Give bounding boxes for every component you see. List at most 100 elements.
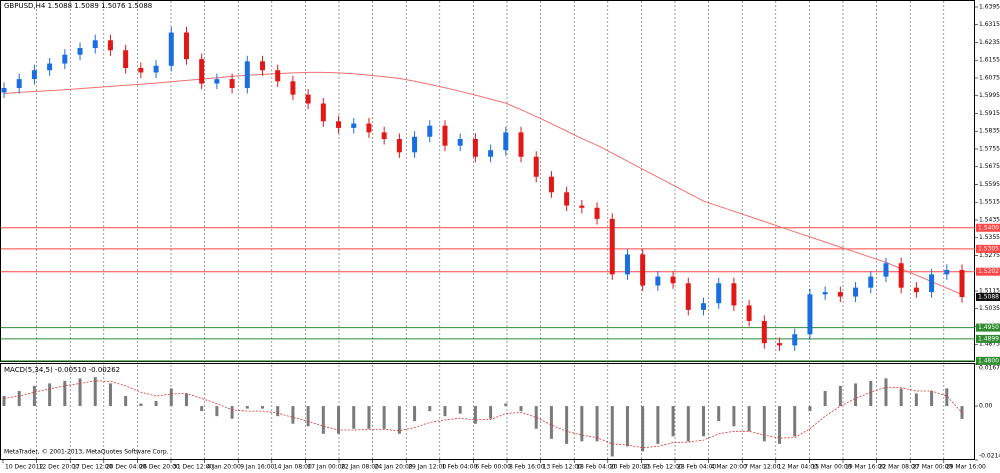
macd-bar <box>169 388 173 407</box>
macd-bar <box>625 406 629 447</box>
macd-bar <box>245 406 249 409</box>
candle-body <box>77 48 83 55</box>
candle-body <box>761 320 767 344</box>
candle-body <box>336 121 342 128</box>
x-tick-label: 17 Jan 00:00 <box>307 464 345 471</box>
candle-body <box>92 40 98 49</box>
macd-bar <box>519 406 523 412</box>
candle-body <box>366 123 372 133</box>
y-tick-label: 1.5035 <box>979 305 1000 312</box>
macd-panel <box>0 363 975 460</box>
macd-bar <box>261 406 265 409</box>
level-tag <box>976 223 1000 232</box>
x-tick-label: 1 Feb 04:00 <box>442 464 478 471</box>
macd-bar <box>428 406 432 412</box>
candle-body <box>868 276 874 288</box>
macd-bar <box>884 378 888 407</box>
y-tick-label: 1.5115 <box>979 287 1000 294</box>
candle-body <box>792 334 798 346</box>
y-tick-label: 1.5995 <box>979 92 1000 99</box>
candle-body <box>807 294 813 335</box>
macd-bar <box>945 388 949 407</box>
level-tag <box>976 334 1000 343</box>
macd-bar <box>124 396 128 407</box>
candle-body <box>62 54 68 64</box>
x-tick-label: 20 Dec 04:00 <box>106 464 147 471</box>
candle-body <box>898 263 904 288</box>
macd-y-tick-label: -0.0214 <box>979 453 1000 460</box>
macd-bar <box>854 383 858 407</box>
level-label: 1.5202 <box>978 268 999 275</box>
candle-body <box>351 123 357 128</box>
macd-title: MACD(5,34,5) -0.00510 -0.00262 <box>4 366 120 374</box>
x-tick-label: 31 Dec 12:00 <box>173 464 214 471</box>
y-tick-label: 1.5515 <box>979 199 1000 206</box>
macd-bar <box>747 406 751 432</box>
macd-bar <box>17 390 21 407</box>
candle-body <box>746 305 752 321</box>
candle-body <box>260 61 266 71</box>
macd-bar <box>641 406 645 452</box>
macd-bar <box>671 406 675 437</box>
macd-bar <box>184 393 188 407</box>
macd-bar <box>565 406 569 444</box>
macd-bar <box>367 406 371 429</box>
x-tick-label: 12 Dec 20:00 <box>39 464 80 471</box>
candle-body <box>564 192 570 206</box>
candle-body <box>396 139 402 153</box>
macd-bar <box>78 378 82 407</box>
macd-bar <box>489 406 493 419</box>
macd-bar <box>473 406 477 424</box>
macd-bar <box>930 390 934 407</box>
macd-bar <box>306 406 310 427</box>
candle-body <box>822 292 828 295</box>
candle-body <box>731 283 737 306</box>
macd-bar <box>108 383 112 407</box>
last-price-tag <box>976 292 1000 301</box>
y-tick-label: 1.6075 <box>979 74 1000 81</box>
level-label: 1.5400 <box>978 224 999 231</box>
candle-body <box>548 176 554 193</box>
candle-body <box>457 139 463 146</box>
y-tick-label: 1.6315 <box>979 21 1000 28</box>
x-tick-label: 15 Mar 00:00 <box>811 464 851 471</box>
level-tag <box>976 356 1000 365</box>
macd-bar <box>352 406 356 429</box>
candle-body <box>244 61 250 88</box>
candle-body <box>929 274 935 293</box>
macd-bar <box>580 406 584 442</box>
x-tick-label: 18 Feb 04:00 <box>576 464 616 471</box>
x-tick-label: 8 Feb 16:00 <box>509 464 545 471</box>
x-tick-label: 22 Mar 08:00 <box>879 464 919 471</box>
y-tick-label: 1.5835 <box>979 128 1000 135</box>
macd-bar <box>778 406 782 444</box>
macd-bar <box>321 406 325 434</box>
candle-body <box>153 65 159 73</box>
macd-bar <box>291 406 295 424</box>
candle-body <box>123 50 129 69</box>
macd-bar <box>230 406 234 419</box>
x-tick-label: 10 Dec 2012 <box>5 464 44 471</box>
macd-bar <box>504 403 508 407</box>
candle-body <box>700 303 706 310</box>
macd-bar <box>2 396 6 407</box>
y-tick-label: 1.6395 <box>979 3 1000 10</box>
separators <box>36 1 945 460</box>
macd-bar <box>337 406 341 434</box>
macd-bar <box>914 393 918 407</box>
moving-average <box>3 71 963 295</box>
x-tick-label: 19 Mar 16:00 <box>845 464 885 471</box>
candle-body <box>107 40 113 51</box>
candle-body <box>503 132 509 151</box>
x-tick-label: 22 Jan 08:00 <box>341 464 379 471</box>
macd-bar <box>397 406 401 434</box>
level-tag <box>976 267 1000 276</box>
y-tick-label: 1.5915 <box>979 110 1000 117</box>
macd-bar <box>443 406 447 417</box>
macd-bar <box>762 406 766 442</box>
candle-body <box>488 150 494 157</box>
candle-body <box>533 156 539 177</box>
candle-body <box>624 254 630 275</box>
candle-body <box>16 79 22 88</box>
